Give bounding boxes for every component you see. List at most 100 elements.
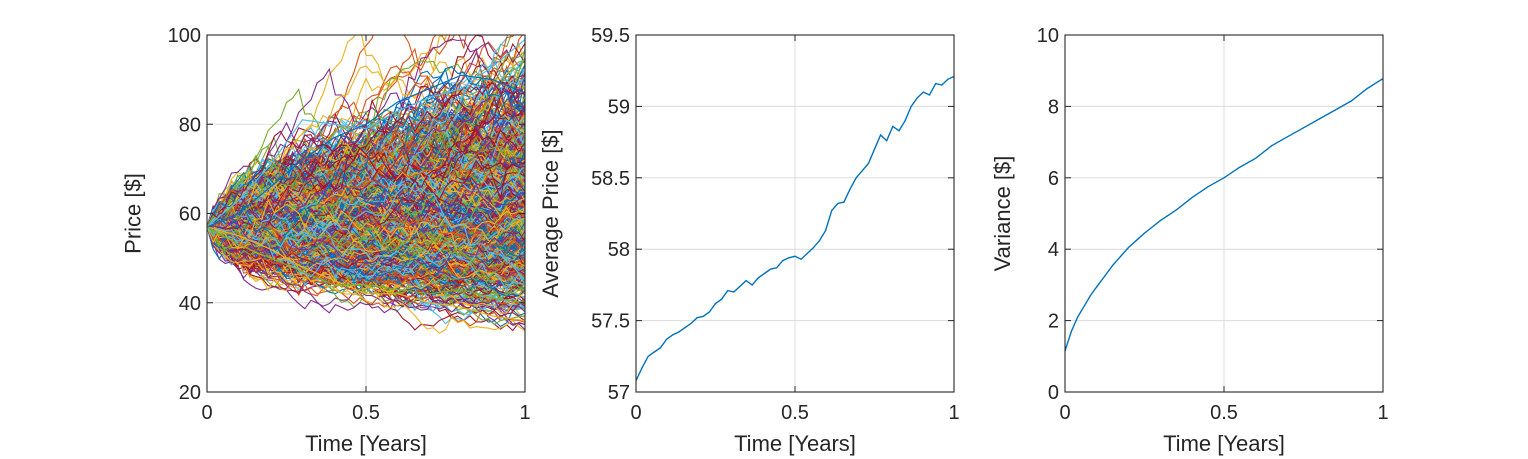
data-point	[818, 240, 821, 242]
y-tick-label: 58.5	[591, 168, 630, 190]
data-point	[1120, 255, 1122, 257]
price-path-line	[207, 226, 525, 322]
price-path-line	[207, 57, 525, 228]
y-tick-label: 4	[1048, 239, 1059, 261]
data-point	[892, 125, 894, 127]
data-point	[1271, 145, 1273, 147]
data-point	[1070, 330, 1072, 332]
price-path-line	[207, 65, 525, 228]
price-path-line	[207, 119, 525, 248]
x-tick-label: 1	[948, 402, 959, 424]
price-path-line	[207, 204, 525, 283]
y-tick-label: 10	[1037, 25, 1059, 47]
data-point	[873, 148, 876, 150]
data-point	[672, 334, 674, 336]
x-axis-label: Time [Years]	[1163, 431, 1285, 456]
data-point	[745, 280, 747, 282]
data-point	[788, 257, 790, 259]
data-point	[647, 355, 649, 357]
data-point	[812, 247, 814, 249]
price-path-line	[207, 180, 525, 251]
data-point	[1191, 196, 1193, 198]
x-tick-label: 0	[201, 402, 212, 424]
ticks: 0 0.5 1 20 40 60 80 100	[168, 25, 531, 424]
data-point	[1159, 220, 1161, 222]
price-path-line	[207, 198, 525, 249]
data-point	[849, 188, 851, 190]
y-tick-label: 8	[1048, 96, 1059, 118]
data-point	[794, 255, 796, 257]
y-axis-label: Variance [$]	[990, 156, 1015, 272]
x-tick-label: 0.5	[352, 402, 380, 424]
data-point	[1366, 88, 1368, 90]
data-point	[776, 267, 778, 269]
y-tick-label: 6	[1048, 168, 1059, 190]
y-axis-label: Average Price [$]	[538, 129, 563, 297]
data-point	[1334, 109, 1336, 111]
data-point	[727, 290, 729, 292]
data-point	[904, 120, 906, 122]
price-path-line	[207, 39, 525, 228]
data-point	[757, 277, 759, 279]
price-path-line	[207, 160, 525, 235]
y-tick-label: 2	[1048, 311, 1059, 333]
data-point	[880, 134, 882, 136]
price-path-line	[207, 226, 525, 300]
price-path-line	[207, 50, 525, 228]
data-point	[935, 83, 937, 85]
data-point	[941, 84, 943, 86]
x-tick-label: 1	[1377, 402, 1388, 424]
data-point	[910, 105, 912, 107]
data-point	[1077, 316, 1079, 318]
data-point	[659, 347, 662, 349]
y-tick-label: 57	[608, 382, 630, 404]
data-point	[733, 291, 735, 293]
data-point	[1350, 100, 1352, 102]
data-point	[641, 367, 643, 369]
panel-price-paths: 0 0.5 1 20 40 60 80 100 Time [Years] Price [$]	[121, 25, 531, 456]
data-point	[806, 252, 808, 255]
y-tick-label: 57.5	[591, 311, 630, 333]
data-point	[831, 210, 833, 212]
y-tick-label: 0	[1048, 382, 1059, 404]
series-lines	[636, 75, 954, 382]
x-tick-label: 0	[1059, 402, 1070, 424]
data-point	[1112, 264, 1114, 266]
y-tick-label: 80	[179, 114, 201, 136]
data-point	[1104, 275, 1106, 277]
data-point	[825, 230, 827, 232]
x-tick-label: 0.5	[781, 402, 809, 424]
data-point	[928, 94, 931, 96]
price-path-line	[207, 171, 525, 228]
gridlines	[1065, 35, 1383, 392]
price-path-line	[207, 74, 525, 228]
data-point	[1302, 127, 1305, 129]
price-path-line	[207, 136, 525, 228]
data-point	[1135, 239, 1138, 241]
y-tick-label: 20	[179, 382, 201, 404]
gridlines	[636, 35, 954, 392]
data-point	[702, 315, 704, 317]
data-point	[843, 201, 845, 203]
data-point	[653, 351, 655, 353]
x-axis-label: Time [Years]	[734, 431, 856, 456]
data-point	[947, 78, 949, 80]
price-path-line	[207, 186, 525, 281]
x-axis-label: Time [Years]	[305, 431, 427, 456]
price-path-line	[207, 201, 525, 271]
data-point	[763, 272, 766, 275]
y-tick-label: 40	[179, 293, 201, 315]
data-point	[1128, 246, 1130, 248]
data-point	[800, 258, 802, 260]
data-point	[1083, 305, 1085, 307]
x-tick-label: 0.5	[1210, 402, 1238, 424]
y-tick-label: 100	[168, 25, 201, 47]
data-point	[898, 130, 900, 132]
data-point	[1223, 177, 1225, 179]
price-path-line	[207, 220, 525, 273]
x-tick-label: 1	[519, 402, 530, 424]
data-point	[696, 317, 698, 319]
